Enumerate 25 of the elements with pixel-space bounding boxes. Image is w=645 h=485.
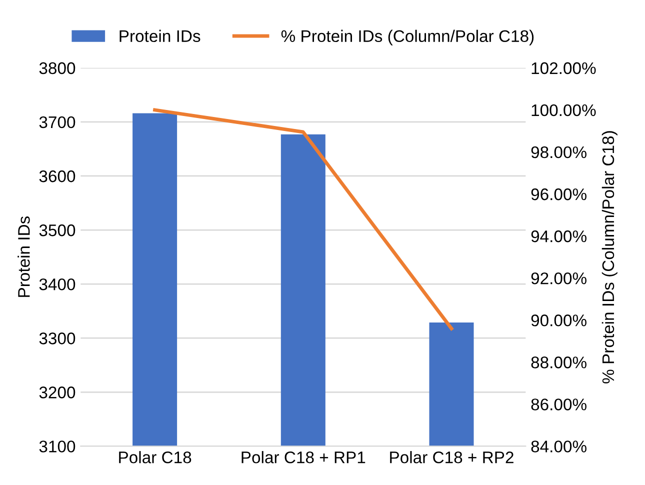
x-tick-label: Polar C18 + RP1: [242, 451, 366, 464]
y2-tick-label: 100.00%: [532, 104, 596, 116]
y2-tick-label: 86.00%: [531, 398, 586, 410]
y2-tick-label: 92.00%: [531, 272, 586, 284]
y-tick-label: 3300: [39, 332, 76, 344]
y2-tick-label: 84.00%: [531, 440, 586, 452]
y2-tick-label: 98.00%: [531, 146, 586, 158]
y2-tick-label: 88.00%: [531, 356, 586, 368]
legend-label: % Protein IDs (Column/Polar C18): [281, 30, 534, 46]
y-tick-label: 3800: [39, 62, 76, 74]
x-tick-label: Polar C18: [119, 451, 192, 464]
x-tick-label: Polar C18 + RP2: [390, 451, 514, 464]
y-tick-label: 3400: [39, 278, 76, 290]
y-tick-label: 3100: [39, 440, 76, 452]
y2-tick-label: 96.00%: [531, 188, 586, 200]
legend-label: Protein IDs: [120, 30, 200, 42]
y2-tick-label: 94.00%: [531, 230, 586, 242]
y-tick-label: 3700: [39, 116, 76, 128]
y-tick-label: 3500: [39, 224, 76, 236]
y2-tick-label: 102.00%: [532, 62, 596, 74]
y-tick-label: 3200: [39, 386, 76, 398]
y-axis-title: Protein IDs: [18, 216, 30, 297]
y2-axis-title: % Protein IDs (Column/Polar C18): [602, 131, 618, 384]
y-tick-label: 3600: [39, 170, 76, 182]
y2-tick-label: 90.00%: [531, 314, 586, 326]
